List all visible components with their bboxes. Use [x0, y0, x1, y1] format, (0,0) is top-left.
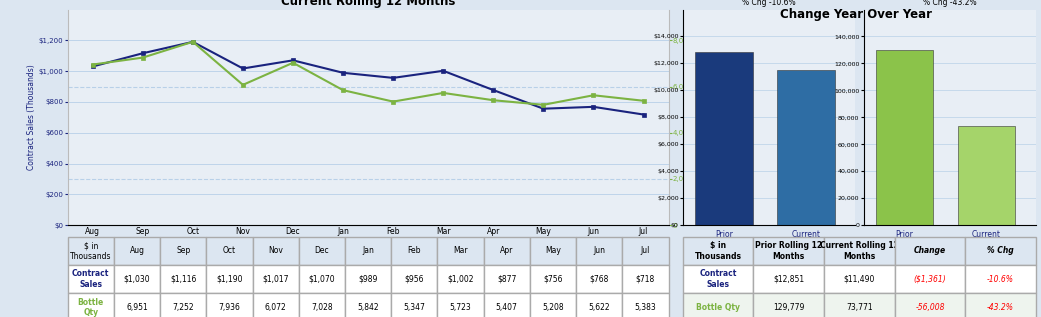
- Bar: [958, 126, 1015, 225]
- Text: % Chg -10.6%: % Chg -10.6%: [742, 0, 795, 7]
- Y-axis label: Bottle Qty: Bottle Qty: [697, 98, 706, 137]
- Bar: [695, 52, 753, 225]
- Title: Current Rolling 12 Months: Current Rolling 12 Months: [281, 0, 455, 8]
- Bar: [778, 70, 835, 225]
- Text: % Chg -43.2%: % Chg -43.2%: [923, 0, 976, 7]
- Text: Change Year Over Year: Change Year Over Year: [780, 8, 932, 21]
- Bar: [875, 50, 934, 225]
- Y-axis label: Contract Sales (Thousands): Contract Sales (Thousands): [27, 64, 36, 170]
